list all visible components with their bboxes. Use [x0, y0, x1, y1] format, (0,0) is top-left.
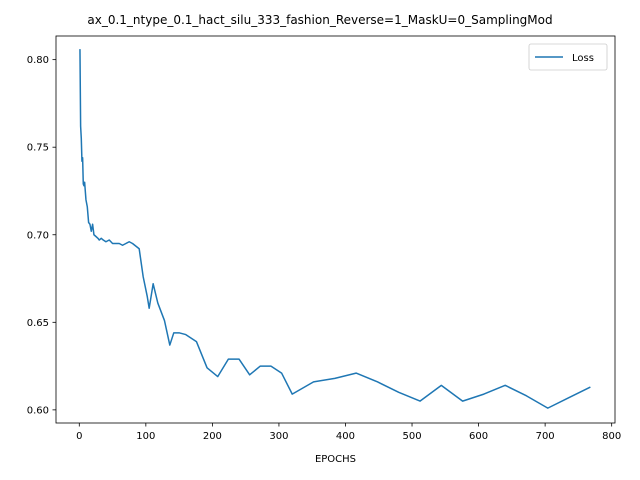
- legend-box: [528, 43, 608, 71]
- x-tick-label: 600: [469, 431, 488, 442]
- y-tick-label: 0.60: [27, 405, 49, 416]
- chart-title: ax_0.1_ntype_0.1_hact_silu_333_fashion_R…: [87, 13, 552, 27]
- ticks-layer: 0 100 200 300 400 500 600 700 800 0.60 0.65 0.70 0.7…: [27, 55, 621, 442]
- axes-frame: [55, 35, 616, 424]
- series-layer: [79, 49, 591, 409]
- y-tick-label: 0.70: [27, 230, 49, 241]
- x-tick-label: 200: [203, 431, 222, 442]
- x-tick-label: 700: [536, 431, 555, 442]
- x-tick-label: 500: [402, 431, 421, 442]
- x-tick-label: 0: [76, 431, 82, 442]
- y-tick-label: 0.65: [27, 318, 49, 329]
- x-tick-label: 400: [336, 431, 355, 442]
- series-line-loss: [79, 49, 591, 409]
- x-tick-label: 100: [136, 431, 155, 442]
- x-tick-label: 800: [602, 431, 621, 442]
- legend: Loss: [528, 43, 608, 71]
- y-tick-label: 0.80: [27, 55, 49, 66]
- x-tick-label: 300: [269, 431, 288, 442]
- x-axis-label: EPOCHS: [315, 454, 356, 465]
- legend-label-loss: Loss: [572, 53, 594, 64]
- y-tick-label: 0.75: [27, 143, 49, 154]
